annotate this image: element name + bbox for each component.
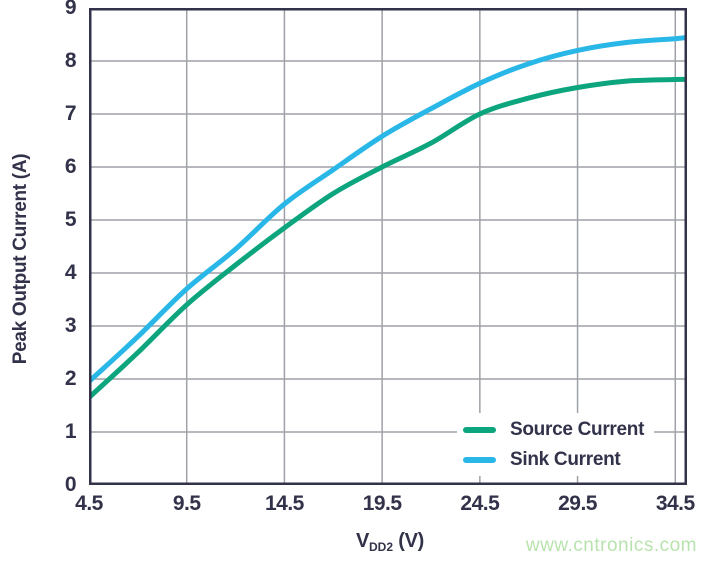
x-tick-label: 19.5 (362, 492, 402, 515)
y-tick-labels: 0 1 2 3 4 5 6 7 8 9 (0, 0, 77, 496)
y-tick-label: 8 (64, 49, 77, 72)
y-tick-label: 5 (64, 208, 77, 231)
sink-line-swatch-icon (463, 456, 496, 463)
y-tick-label: 4 (64, 261, 77, 284)
plot-svg (89, 8, 687, 485)
y-tick-label: 1 (64, 420, 77, 443)
source-line-swatch-icon (463, 426, 496, 433)
x-tick-label: 4.5 (75, 492, 103, 515)
y-tick-label: 3 (64, 314, 77, 337)
x-tick-label: 14.5 (264, 492, 304, 515)
y-tick-label: 2 (64, 367, 77, 390)
plot-area (89, 8, 687, 485)
legend-label-source: Source Current (510, 419, 645, 440)
legend-item-sink: Sink Current (463, 449, 644, 470)
x-tick-label: 34.5 (655, 492, 695, 515)
plot-border (89, 8, 687, 485)
legend-item-source: Source Current (463, 419, 644, 440)
legend: Source Current Sink Current (457, 413, 655, 476)
x-tick-label: 24.5 (460, 492, 500, 515)
y-tick-label: 7 (64, 102, 77, 125)
series-line-source-current (89, 76, 687, 401)
x-axis-title-symbol: V (355, 530, 369, 552)
y-tick-label: 6 (64, 155, 77, 178)
x-axis-title-unit: (V) (393, 530, 425, 552)
x-axis-title-subscript: DD2 (369, 540, 394, 554)
y-tick-label: 9 (64, 0, 77, 19)
x-tick-labels: 4.5 9.5 14.5 19.5 24.5 29.5 34.5 (75, 492, 695, 520)
x-tick-label: 9.5 (172, 492, 201, 515)
series-line-sink-current (89, 34, 687, 385)
x-axis-title: VDD2 (V) (355, 530, 425, 554)
y-tick-label: 0 (64, 473, 77, 496)
watermark: www.cntronics.com (525, 535, 697, 556)
legend-label-sink: Sink Current (510, 449, 621, 470)
x-tick-label: 29.5 (558, 492, 597, 515)
